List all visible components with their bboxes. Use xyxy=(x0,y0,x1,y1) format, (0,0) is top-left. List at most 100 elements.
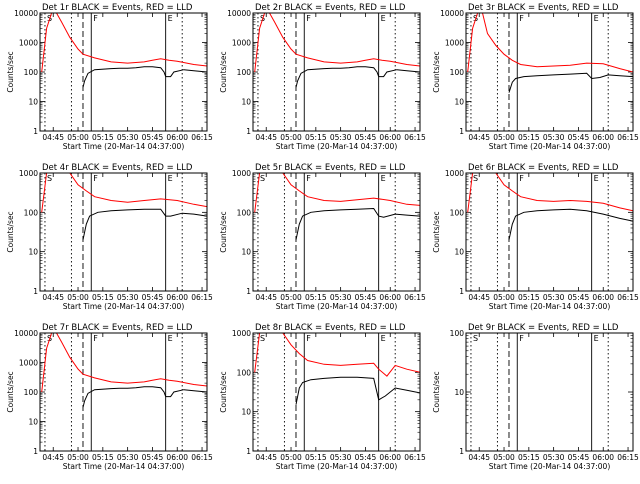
detector-panel-6: Det 6r BLACK = Events, RED = LLD 1 10 100 10… xyxy=(432,163,639,311)
x-tick-label: 04:45 xyxy=(42,453,64,462)
y-tick-label: 10000 xyxy=(14,9,38,18)
x-tick-label: 05:15 xyxy=(305,293,327,302)
x-tick-label: 05:30 xyxy=(117,453,139,462)
y-tick-label: 10 xyxy=(28,98,38,107)
x-tick-label: 05:00 xyxy=(493,453,515,462)
x-tick-label: 05:45 xyxy=(142,453,164,462)
y-axis-label: Counts/sec xyxy=(219,211,228,252)
series-lld-line xyxy=(41,173,207,213)
series-group xyxy=(254,333,420,405)
x-tick-label: 06:00 xyxy=(166,133,188,142)
series-group xyxy=(41,333,207,408)
x-tick-label: 05:30 xyxy=(543,453,565,462)
x-axis-label: Start Time (20-Mar-14 04:37:00) xyxy=(63,462,185,471)
region-label: S xyxy=(473,174,478,183)
region-label: F xyxy=(306,14,311,23)
y-tick-label: 1 xyxy=(33,447,38,456)
series-group xyxy=(41,13,207,88)
x-tick-label: 05:30 xyxy=(117,293,139,302)
panel-title: Det 3r BLACK = Events, RED = LLD xyxy=(468,3,619,13)
y-tick-label: 1000 xyxy=(232,329,251,338)
x-tick-label: 06:00 xyxy=(592,293,614,302)
region-label: E xyxy=(594,334,599,343)
series-lld-line xyxy=(467,173,633,213)
x-tick-label: 05:30 xyxy=(543,133,565,142)
series-events-line xyxy=(295,376,420,405)
panel-title: Det 9r BLACK = Events, RED = LLD xyxy=(468,323,619,333)
y-tick-label: 1000 xyxy=(232,169,251,178)
series-events-line xyxy=(82,208,207,240)
region-label: E xyxy=(168,14,173,23)
region-label: S xyxy=(260,334,265,343)
panel-title: Det 5r BLACK = Events, RED = LLD xyxy=(255,163,406,173)
y-tick-label: 100 xyxy=(24,208,39,217)
panel-title: Det 6r BLACK = Events, RED = LLD xyxy=(468,163,619,173)
series-lld-line xyxy=(254,333,420,377)
detector-panel-8: Det 8r BLACK = Events, RED = LLD 1 10 100 10… xyxy=(219,323,426,471)
y-tick-label: 10 xyxy=(454,98,464,107)
x-tick-label: 05:15 xyxy=(92,133,114,142)
series-events-line xyxy=(295,66,420,88)
region-label: F xyxy=(306,334,311,343)
y-tick-label: 1 xyxy=(459,287,464,296)
series-lld-line xyxy=(467,13,633,73)
plot-frame xyxy=(252,12,421,132)
y-tick-label: 10 xyxy=(241,98,251,107)
y-tick-label: 1000 xyxy=(445,39,464,48)
y-tick-label: 1 xyxy=(33,287,38,296)
x-axis-label: Start Time (20-Mar-14 04:37:00) xyxy=(489,142,611,151)
region-label: F xyxy=(93,334,98,343)
x-tick-label: 05:30 xyxy=(330,133,352,142)
y-tick-label: 10 xyxy=(28,248,38,257)
x-tick-label: 04:45 xyxy=(255,453,277,462)
x-tick-label: 05:15 xyxy=(518,293,540,302)
plot-frame xyxy=(252,172,421,292)
x-tick-label: 05:15 xyxy=(92,453,114,462)
series-group xyxy=(254,13,420,88)
region-label: F xyxy=(519,174,524,183)
y-tick-label: 10 xyxy=(241,248,251,257)
x-tick-label: 05:30 xyxy=(330,453,352,462)
x-tick-label: 04:45 xyxy=(468,293,490,302)
panel-title: Det 2r BLACK = Events, RED = LLD xyxy=(255,3,406,13)
y-axis-label: Counts/sec xyxy=(432,371,441,412)
plot-frame xyxy=(39,12,208,132)
y-tick-label: 1000 xyxy=(19,359,38,368)
x-tick-label: 05:30 xyxy=(330,293,352,302)
x-tick-label: 06:00 xyxy=(379,133,401,142)
y-tick-label: 1 xyxy=(246,447,251,456)
x-tick-label: 05:00 xyxy=(280,133,302,142)
y-tick-label: 1 xyxy=(246,127,251,136)
x-tick-label: 06:15 xyxy=(617,293,639,302)
series-events-line xyxy=(508,208,633,240)
x-tick-label: 06:15 xyxy=(617,133,639,142)
x-tick-label: 05:45 xyxy=(568,133,590,142)
series-events-line xyxy=(508,72,633,93)
series-lld-line xyxy=(254,173,420,213)
region-label: S xyxy=(260,174,265,183)
y-tick-label: 1000 xyxy=(232,39,251,48)
y-tick-label: 10 xyxy=(454,388,464,397)
x-tick-label: 06:00 xyxy=(592,453,614,462)
x-tick-label: 04:45 xyxy=(42,133,64,142)
plot-frame xyxy=(465,172,634,292)
x-tick-label: 05:30 xyxy=(543,293,565,302)
region-label: E xyxy=(594,174,599,183)
panel-title: Det 4r BLACK = Events, RED = LLD xyxy=(42,163,193,173)
plot-frame xyxy=(465,332,634,452)
x-axis-label: Start Time (20-Mar-14 04:37:00) xyxy=(276,462,398,471)
region-label: E xyxy=(381,14,386,23)
region-label: S xyxy=(47,174,52,183)
y-tick-label: 1000 xyxy=(19,169,38,178)
y-tick-label: 10 xyxy=(454,248,464,257)
series-group xyxy=(41,173,207,240)
y-tick-label: 100 xyxy=(450,329,465,338)
x-axis-label: Start Time (20-Mar-14 04:37:00) xyxy=(63,302,185,311)
panel-title: Det 8r BLACK = Events, RED = LLD xyxy=(255,323,406,333)
series-lld-line xyxy=(41,333,207,393)
y-tick-label: 100 xyxy=(450,68,465,77)
x-tick-label: 05:45 xyxy=(142,293,164,302)
y-axis-label: Counts/sec xyxy=(6,211,15,252)
x-tick-label: 05:15 xyxy=(518,133,540,142)
